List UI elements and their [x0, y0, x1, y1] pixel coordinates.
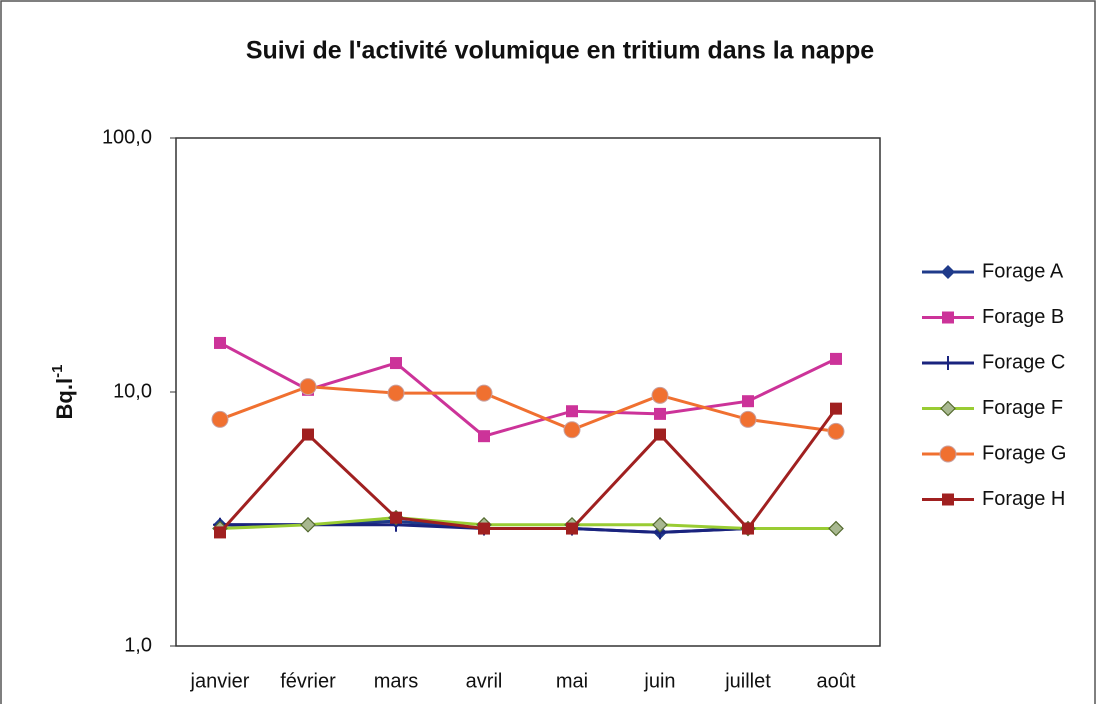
marker	[302, 428, 314, 441]
legend-label: Forage B	[982, 306, 1064, 328]
legend-label: Forage G	[982, 442, 1066, 464]
legend-label: Forage H	[982, 488, 1065, 510]
legend-label: Forage F	[982, 397, 1063, 419]
x-tick-label: janvier	[190, 670, 250, 692]
marker	[654, 407, 666, 420]
x-tick-label: mai	[556, 670, 588, 692]
marker	[654, 428, 666, 441]
marker	[739, 410, 757, 428]
marker	[651, 386, 669, 404]
marker	[566, 522, 578, 535]
marker	[652, 516, 668, 533]
marker	[828, 520, 844, 537]
marker	[940, 400, 956, 417]
marker	[475, 384, 493, 402]
series-line	[219, 516, 836, 531]
x-tick-label: juillet	[724, 670, 771, 692]
y-tick-label: 100,0	[102, 126, 152, 148]
marker	[478, 522, 490, 535]
marker	[942, 493, 954, 506]
marker	[742, 395, 754, 408]
x-tick-label: avril	[466, 670, 503, 692]
series-line	[219, 341, 837, 438]
marker	[566, 405, 578, 418]
marker	[300, 516, 316, 533]
y-tick-label: 1,0	[124, 634, 152, 656]
legend-label: Forage C	[982, 351, 1065, 373]
y-axis-label-sup: -1	[49, 365, 66, 378]
x-tick-label: février	[280, 670, 336, 692]
x-tick-label: août	[817, 670, 856, 692]
marker	[563, 421, 581, 439]
marker	[211, 410, 229, 428]
chart-title: Suivi de l'activité volumique en tritium…	[246, 37, 874, 65]
marker	[742, 522, 754, 535]
marker	[827, 422, 845, 440]
marker	[942, 311, 954, 324]
marker	[478, 430, 490, 443]
marker	[830, 352, 842, 365]
x-tick-label: juin	[643, 670, 675, 692]
marker	[299, 378, 317, 396]
legend-label: Forage A	[982, 260, 1064, 282]
marker	[214, 526, 226, 539]
marker	[214, 336, 226, 349]
marker	[390, 511, 402, 524]
marker	[830, 402, 842, 415]
series-line	[219, 385, 837, 433]
y-axis-label: Bq.l-1	[49, 365, 77, 420]
marker	[390, 357, 402, 370]
series-line	[218, 407, 838, 534]
marker	[939, 445, 957, 463]
y-axis-label-main: Bq.l	[52, 378, 77, 420]
marker	[941, 265, 955, 279]
x-tick-label: mars	[374, 670, 418, 692]
plot-area	[175, 137, 881, 647]
y-tick-label: 10,0	[113, 380, 152, 402]
marker	[387, 384, 405, 402]
marker	[941, 356, 955, 370]
